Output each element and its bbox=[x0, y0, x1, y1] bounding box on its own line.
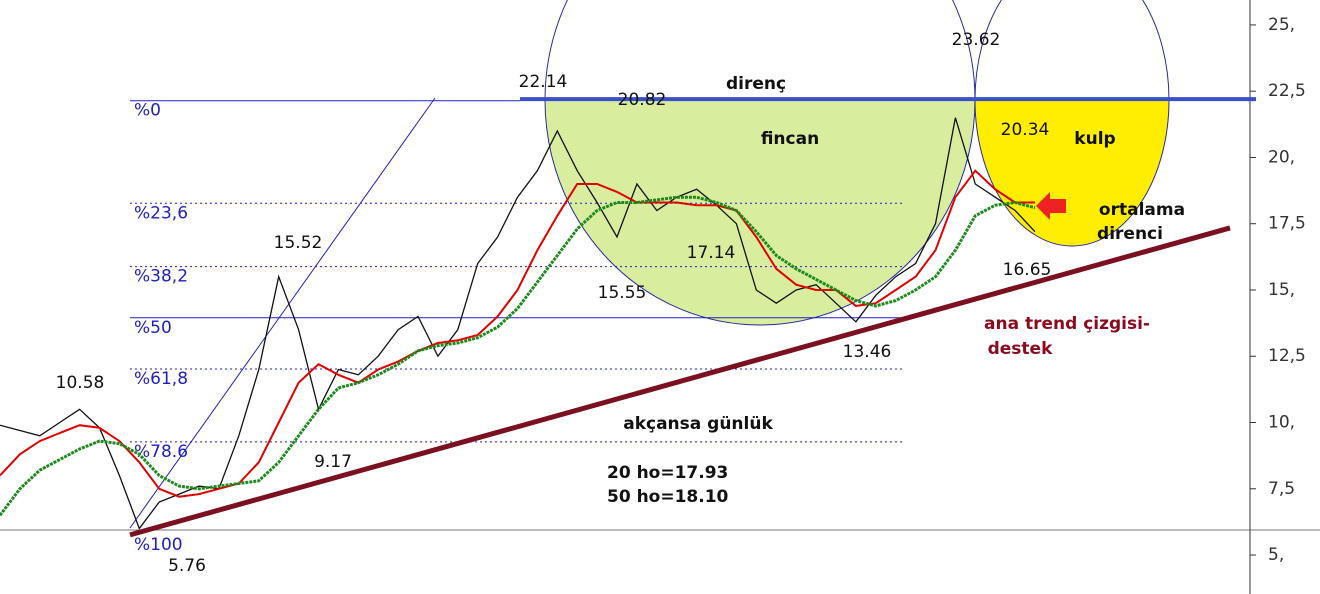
annotation: 20.82 bbox=[618, 90, 667, 110]
y-tick-label: 22,5 bbox=[1268, 81, 1306, 101]
y-tick-label: 25, bbox=[1268, 15, 1295, 35]
handle-area bbox=[975, 99, 1169, 246]
trend-line bbox=[129, 225, 1231, 538]
arrow bbox=[1036, 192, 1066, 220]
fib-label: %50 bbox=[134, 318, 172, 338]
annotation: 10.58 bbox=[56, 373, 105, 393]
annotation: fincan bbox=[761, 129, 819, 149]
fib-label: %61,8 bbox=[134, 369, 188, 389]
annotation: 50 ho=18.10 bbox=[607, 487, 729, 507]
annotation: 22.14 bbox=[519, 72, 568, 92]
y-tick-label: 17,5 bbox=[1268, 214, 1306, 234]
annotation: akçansa günlük bbox=[623, 414, 773, 434]
y-tick-label: 10, bbox=[1268, 413, 1295, 433]
y-tick-label: 7,5 bbox=[1268, 479, 1295, 499]
annotation: 20 ho=17.93 bbox=[607, 463, 728, 483]
y-tick-label: 20, bbox=[1268, 147, 1295, 167]
annotation: 15.52 bbox=[274, 233, 323, 253]
fib-diagonal bbox=[129, 97, 436, 529]
annotation: kulp bbox=[1074, 129, 1115, 149]
annotation: 15.55 bbox=[598, 283, 647, 303]
fib-label: %0 bbox=[134, 101, 161, 121]
cup-area bbox=[545, 99, 975, 325]
annotation: direnci bbox=[1097, 224, 1163, 244]
y-tick-label: 5, bbox=[1268, 545, 1284, 565]
series-line bbox=[0, 117, 1036, 530]
annotation: 13.46 bbox=[843, 342, 892, 362]
series-line bbox=[0, 195, 1036, 517]
fib-label: %23,6 bbox=[134, 203, 188, 223]
annotation: 20.34 bbox=[1001, 120, 1050, 140]
annotation: 9.17 bbox=[314, 452, 352, 472]
series-line bbox=[0, 169, 1035, 498]
annotation: direnç bbox=[726, 74, 786, 94]
fib-label: %38,2 bbox=[134, 267, 188, 287]
plot: 5, 7,5 10, 12,5 15, 17,5 20, 22,5 25, %0 %23,6 %38,… bbox=[0, 15, 1306, 576]
annotation: 5.76 bbox=[168, 556, 206, 576]
annotation: 17.14 bbox=[687, 243, 736, 263]
annotation: 23.62 bbox=[952, 30, 1001, 50]
fib-label: %100 bbox=[134, 535, 183, 555]
y-tick-label: 12,5 bbox=[1268, 346, 1306, 366]
y-tick-label: 15, bbox=[1268, 280, 1295, 300]
annotation: ana trend çizgisi- bbox=[984, 314, 1150, 334]
annotation: ortalama bbox=[1099, 200, 1185, 220]
fib-label: %78.6 bbox=[134, 442, 188, 462]
annotation: destek bbox=[988, 339, 1053, 359]
annotation: 16.65 bbox=[1003, 260, 1052, 280]
